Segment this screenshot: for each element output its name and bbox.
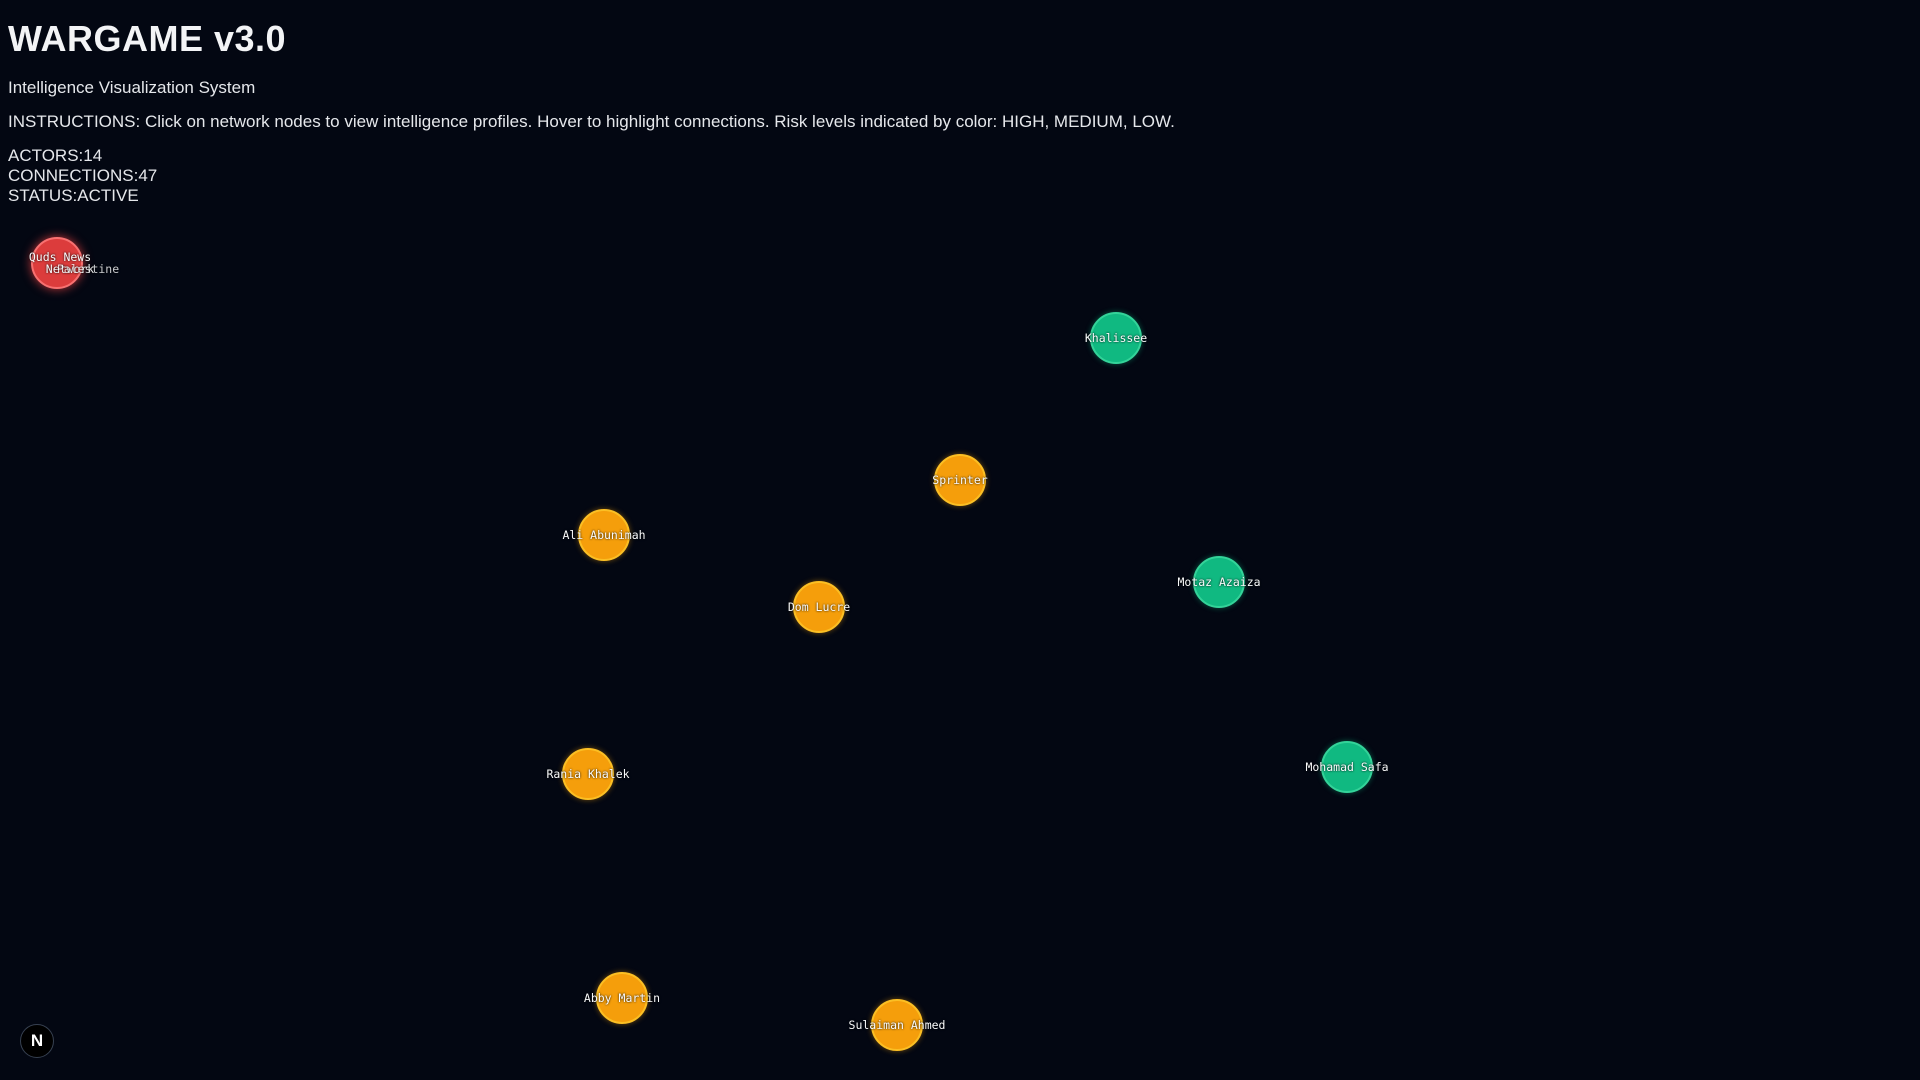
network-node-sprinter[interactable] — [934, 454, 986, 506]
n-logo-icon: N — [31, 1031, 43, 1051]
network-node-khalissee[interactable] — [1090, 312, 1142, 364]
network-node-dom-lucre[interactable] — [793, 581, 845, 633]
network-node-sulaiman-ahmed[interactable] — [871, 999, 923, 1051]
stats-panel: ACTORS:14 CONNECTIONS:47 STATUS:ACTIVE — [8, 146, 1912, 206]
framework-dev-button[interactable]: N — [20, 1024, 54, 1058]
connections-count: CONNECTIONS:47 — [8, 166, 1912, 186]
network-node-abby-martin[interactable] — [596, 972, 648, 1024]
actors-count: ACTORS:14 — [8, 146, 1912, 166]
network-node-high-cluster[interactable] — [31, 237, 83, 289]
instructions-text: INSTRUCTIONS: Click on network nodes to … — [8, 112, 1912, 132]
page-subtitle: Intelligence Visualization System — [8, 78, 1912, 98]
page-title: WARGAME v3.0 — [8, 18, 1912, 60]
network-node-rania-khalek[interactable] — [562, 748, 614, 800]
header: WARGAME v3.0 Intelligence Visualization … — [8, 18, 1912, 206]
status-indicator: STATUS:ACTIVE — [8, 186, 1912, 206]
network-node-mohamad-safa[interactable] — [1321, 741, 1373, 793]
network-node-ali-abunimah[interactable] — [578, 509, 630, 561]
network-node-motaz-azaiza[interactable] — [1193, 556, 1245, 608]
